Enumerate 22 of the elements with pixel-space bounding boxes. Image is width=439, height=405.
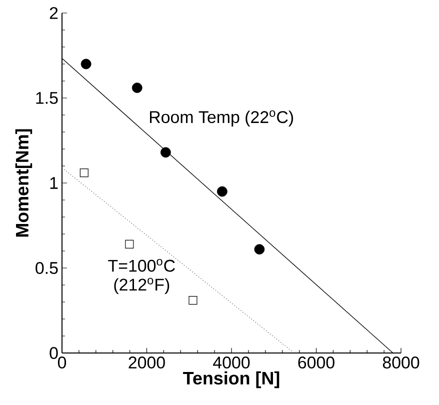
y-tick-label: 2 [50, 7, 58, 19]
y-tick-label: 0 [50, 347, 58, 360]
x-tick-label: 4000 [213, 356, 250, 369]
point [254, 244, 265, 254]
point [125, 240, 134, 248]
x-tick-label: 6000 [298, 356, 334, 369]
series-label: T=100$^{o}$C (212$^{o}$F) [108, 258, 175, 294]
x-tick-label: 0 [58, 356, 66, 369]
point [216, 186, 228, 197]
y-tick-label: 1.5 [36, 92, 58, 104]
point [80, 168, 88, 178]
y-axis-title: Moment[Nm] [15, 129, 32, 237]
point [188, 296, 198, 305]
y-tick-label: 0.5 [36, 262, 58, 274]
series-label: Room Temp (22$^{o}$C) [150, 110, 294, 126]
point [160, 147, 171, 158]
x-axis-title: Tension [N] [183, 371, 280, 388]
x-tick-label: 2000 [128, 356, 165, 369]
point [132, 82, 142, 93]
y-tick-label: 1 [50, 177, 58, 189]
x-tick-label: 8000 [382, 356, 420, 369]
point [80, 58, 92, 70]
